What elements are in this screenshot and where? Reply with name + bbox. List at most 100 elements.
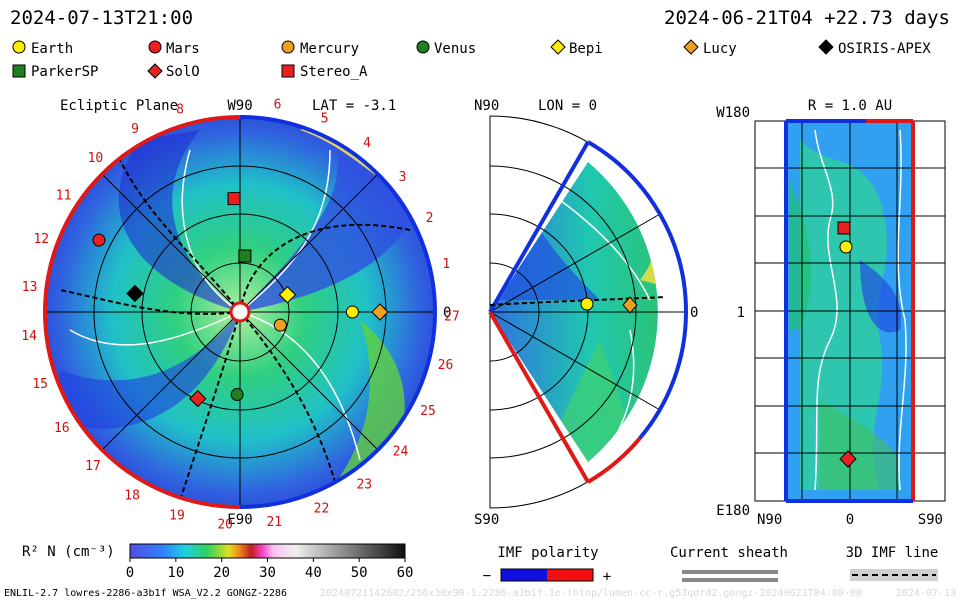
meridional-bottom-left-label: S90 [474, 512, 499, 528]
latlon-stream-region [790, 180, 811, 330]
meridional-polarity-rim [586, 436, 642, 484]
legend-item-solo: SolO [147, 63, 200, 80]
ecliptic-top-label: W90 [227, 98, 252, 114]
carrington-label: 24 [393, 445, 409, 460]
ecliptic-objects [92, 192, 389, 408]
ecliptic-contour [239, 311, 361, 461]
legend-label-mercury: Mercury [300, 41, 359, 57]
colorbar-tick-label: 50 [351, 565, 368, 581]
legend-item-earth: Earth [12, 40, 73, 57]
latlon-radius-label: R = 1.0 AU [808, 98, 892, 114]
ecliptic-osiris-apex-marker [126, 284, 144, 303]
ecliptic-venus-marker [230, 388, 244, 402]
imf-polarity-plus: + [603, 569, 611, 585]
latlon-stream-region [820, 400, 900, 490]
imf-polarity-positive-swatch [547, 569, 593, 581]
ecliptic-polarity-rim [43, 115, 241, 509]
carrington-label: 11 [56, 188, 72, 203]
ecliptic-imf-line [119, 159, 241, 313]
legend-item-parkersp: ParkerSP [12, 64, 98, 80]
legend-item-bepi: Bepi [550, 39, 603, 57]
ecliptic-stereo-a-marker [227, 192, 241, 206]
latlon-y-top-label: W180 [716, 105, 750, 121]
colorbar-tick-label: 60 [397, 565, 414, 581]
ecliptic-imf-line [239, 223, 411, 313]
legend-label-bepi: Bepi [569, 41, 603, 57]
legend-label-venus: Venus [434, 41, 476, 57]
meridional-lon-label: LON = 0 [538, 98, 597, 114]
meridional-top-left-label: N90 [474, 98, 499, 114]
mars-marker-icon [148, 40, 162, 54]
venus-marker-icon [416, 40, 430, 54]
current-sheath-title: Current sheath [670, 545, 788, 561]
carrington-label: 14 [21, 329, 37, 344]
ecliptic-lat-label: LAT = -3.1 [312, 98, 396, 114]
ecliptic-mars-marker [92, 233, 106, 247]
lucy-marker-icon [683, 39, 699, 55]
carrington-label: 26 [438, 358, 454, 373]
colorbar-label: R² N (cm⁻³) [22, 544, 115, 560]
osiris-apex-marker-icon [818, 39, 834, 55]
meridional-right-label: 0 [690, 305, 698, 321]
legend-label-earth: Earth [31, 41, 73, 57]
legend-item-venus: Venus [416, 40, 476, 57]
colorbar-tick-label: 10 [167, 565, 184, 581]
current-sheath-swatch [682, 578, 778, 582]
footer-date: 2024-07-13 [896, 588, 956, 599]
meridional-polarity-edge [488, 311, 590, 483]
latlon-panel: R = 1.0 AU W180 1 E180 N90 0 S90 [716, 98, 946, 528]
carrington-label: 23 [356, 478, 372, 493]
colorbar-ticks: 0 10 20 30 40 50 60 [126, 558, 414, 581]
latlon-contour [814, 129, 838, 491]
ecliptic-bottom-label: E90 [227, 512, 252, 528]
carrington-label: 16 [54, 421, 70, 436]
meridional-stream-region [500, 230, 600, 300]
timestamp-right: 2024-06-21T04 +22.73 days [664, 7, 950, 29]
ecliptic-contour [69, 311, 241, 346]
carrington-label: 1 [442, 257, 450, 272]
meridional-panel: N90 LON = 0 S90 0 [474, 98, 698, 528]
carrington-label: 8 [176, 103, 184, 118]
carrington-label: 22 [314, 502, 330, 517]
carrington-label: 5 [321, 112, 329, 127]
carrington-label: 27 [444, 309, 460, 324]
meridional-polarity-rim [586, 140, 689, 313]
legend-item-mercury: Mercury [281, 40, 359, 57]
legend-item-stereo-a: Stereo_A [281, 64, 368, 80]
latlon-y-bottom-label: E180 [716, 503, 750, 519]
imf-polarity-legend: IMF polarity − + [483, 545, 611, 585]
ecliptic-polarity-rim [239, 115, 437, 313]
ecliptic-stream-region [50, 312, 240, 429]
latlon-solo-marker [839, 450, 857, 468]
carrington-label: 9 [131, 122, 139, 137]
carrington-label: 21 [266, 515, 282, 530]
ecliptic-lucy-marker [371, 303, 389, 321]
latlon-contour [897, 129, 907, 491]
timestamp-left: 2024-07-13T21:00 [10, 7, 193, 29]
legend-item-lucy: Lucy [683, 39, 737, 57]
meridional-lucy-marker [622, 296, 638, 314]
meridional-contour [559, 199, 651, 301]
colorbar-tick-label: 30 [259, 565, 276, 581]
colorbar-tick-label: 20 [213, 565, 230, 581]
meridional-imf-line [489, 296, 666, 306]
ecliptic-earth-marker [345, 305, 359, 319]
latlon-grid [754, 120, 946, 502]
carrington-label: 4 [363, 136, 371, 151]
latlon-x-label-zero: 0 [846, 512, 854, 528]
ecliptic-contour [181, 149, 241, 313]
legend-label-lucy: Lucy [703, 41, 737, 57]
current-sheath-swatch [682, 570, 778, 574]
parkersp-marker-icon [12, 64, 26, 78]
legend-label-stereo-a: Stereo_A [300, 64, 368, 80]
imf-polarity-title: IMF polarity [497, 545, 598, 561]
legend: Earth Mars Mercury Venus Bepi Lucy OSIRI… [12, 39, 931, 80]
ecliptic-stream-region [118, 130, 240, 312]
ecliptic-solo-marker [189, 389, 207, 408]
imf-polarity-frame [500, 568, 594, 582]
imf-polarity-minus: − [483, 568, 491, 584]
carrington-label: 6 [274, 97, 282, 112]
carrington-label: 17 [85, 459, 101, 474]
